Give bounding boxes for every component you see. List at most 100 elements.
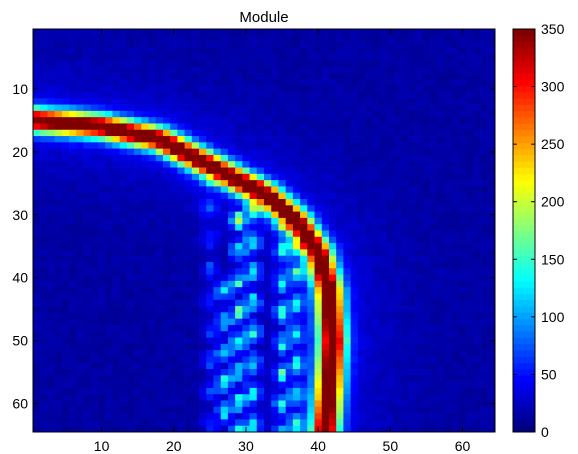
heatmap-cell	[437, 91, 445, 99]
heatmap-cell	[408, 274, 416, 282]
heatmap-cell	[307, 350, 315, 357]
heatmap-cell	[422, 104, 431, 112]
heatmap-cell	[422, 419, 431, 427]
heatmap-cell	[90, 224, 99, 231]
heatmap-cell	[134, 337, 142, 345]
heatmap-cell	[54, 211, 63, 219]
heatmap-cell	[365, 66, 373, 74]
heatmap-cell	[278, 261, 287, 269]
heatmap-cell	[350, 356, 359, 364]
heatmap-cell	[227, 98, 236, 105]
heatmap-cell	[170, 91, 178, 99]
heatmap-cell	[300, 205, 308, 212]
heatmap-cell	[126, 419, 135, 427]
heatmap-cell	[227, 205, 236, 212]
heatmap-cell	[401, 186, 409, 194]
heatmap-cell	[285, 117, 294, 124]
heatmap-cell	[249, 406, 258, 414]
heatmap-cell	[76, 29, 84, 36]
heatmap-cell	[365, 419, 373, 427]
heatmap-cell	[314, 217, 323, 225]
heatmap-cell	[242, 249, 250, 257]
heatmap-cell	[105, 148, 113, 156]
heatmap-cell	[466, 79, 474, 87]
heatmap-cell	[372, 337, 380, 345]
heatmap-cell	[415, 369, 424, 376]
heatmap-cell	[249, 136, 258, 143]
heatmap-cell	[54, 142, 63, 149]
heatmap-cell	[343, 337, 351, 345]
heatmap-cell	[177, 261, 185, 269]
heatmap-cell	[278, 167, 287, 175]
heatmap-cell	[264, 419, 272, 427]
heatmap-cell	[314, 66, 323, 74]
heatmap-cell	[401, 406, 409, 414]
heatmap-cell	[365, 318, 373, 326]
heatmap-cell	[379, 224, 388, 231]
heatmap-cell	[444, 419, 453, 427]
heatmap-cell	[271, 35, 279, 42]
heatmap-cell	[271, 91, 279, 99]
heatmap-cell	[430, 312, 438, 320]
heatmap-cell	[430, 236, 438, 244]
heatmap-cell	[148, 324, 157, 332]
heatmap-cell	[271, 425, 279, 433]
colorbar-swatch	[513, 413, 535, 420]
heatmap-cell	[278, 249, 287, 257]
heatmap-cell	[437, 104, 445, 112]
heatmap-cell	[386, 381, 395, 389]
heatmap-cell	[47, 350, 56, 357]
heatmap-cell	[90, 180, 99, 187]
heatmap-cell	[97, 318, 106, 326]
heatmap-cell	[40, 324, 48, 332]
heatmap-cell	[415, 117, 424, 124]
heatmap-cell	[393, 299, 402, 307]
heatmap-cell	[148, 129, 157, 137]
heatmap-cell	[242, 211, 250, 219]
heatmap-cell	[466, 268, 474, 275]
heatmap-cell	[437, 148, 445, 156]
heatmap-cell	[336, 400, 344, 408]
heatmap-cell	[40, 243, 48, 250]
heatmap-cell	[430, 98, 438, 105]
heatmap-cell	[220, 199, 229, 206]
heatmap-cell	[33, 54, 41, 61]
heatmap-cell	[54, 148, 63, 156]
heatmap-cell	[105, 41, 113, 49]
heatmap-cell	[343, 236, 351, 244]
heatmap-cell	[264, 236, 272, 244]
heatmap-cell	[314, 47, 323, 55]
heatmap-cell	[379, 123, 388, 131]
heatmap-cell	[350, 35, 359, 42]
heatmap-cell	[105, 167, 113, 175]
heatmap-cell	[184, 154, 193, 162]
heatmap-cell	[76, 148, 84, 156]
heatmap-cell	[227, 343, 236, 351]
heatmap-cell	[191, 173, 200, 181]
heatmap-cell	[227, 148, 236, 156]
heatmap-cell	[148, 192, 157, 200]
heatmap-cell	[466, 356, 474, 364]
heatmap-cell	[191, 337, 200, 345]
heatmap-cell	[480, 274, 489, 282]
heatmap-cell	[54, 98, 63, 105]
heatmap-cell	[437, 387, 445, 395]
heatmap-cell	[379, 91, 388, 99]
heatmap-cell	[365, 249, 373, 257]
heatmap-cell	[134, 35, 142, 42]
heatmap-cell	[206, 406, 214, 414]
heatmap-cell	[119, 154, 128, 162]
heatmap-cell	[76, 224, 84, 231]
heatmap-cell	[119, 217, 128, 225]
heatmap-cell	[191, 268, 200, 275]
heatmap-cell	[393, 154, 402, 162]
heatmap-cell	[401, 350, 409, 357]
heatmap-cell	[307, 136, 315, 143]
heatmap-cell	[336, 268, 344, 275]
heatmap-cell	[437, 343, 445, 351]
heatmap-cell	[33, 381, 41, 389]
heatmap-cell	[47, 356, 56, 364]
heatmap-cell	[430, 142, 438, 149]
heatmap-cell	[162, 180, 171, 187]
colorbar-swatch	[513, 261, 535, 269]
